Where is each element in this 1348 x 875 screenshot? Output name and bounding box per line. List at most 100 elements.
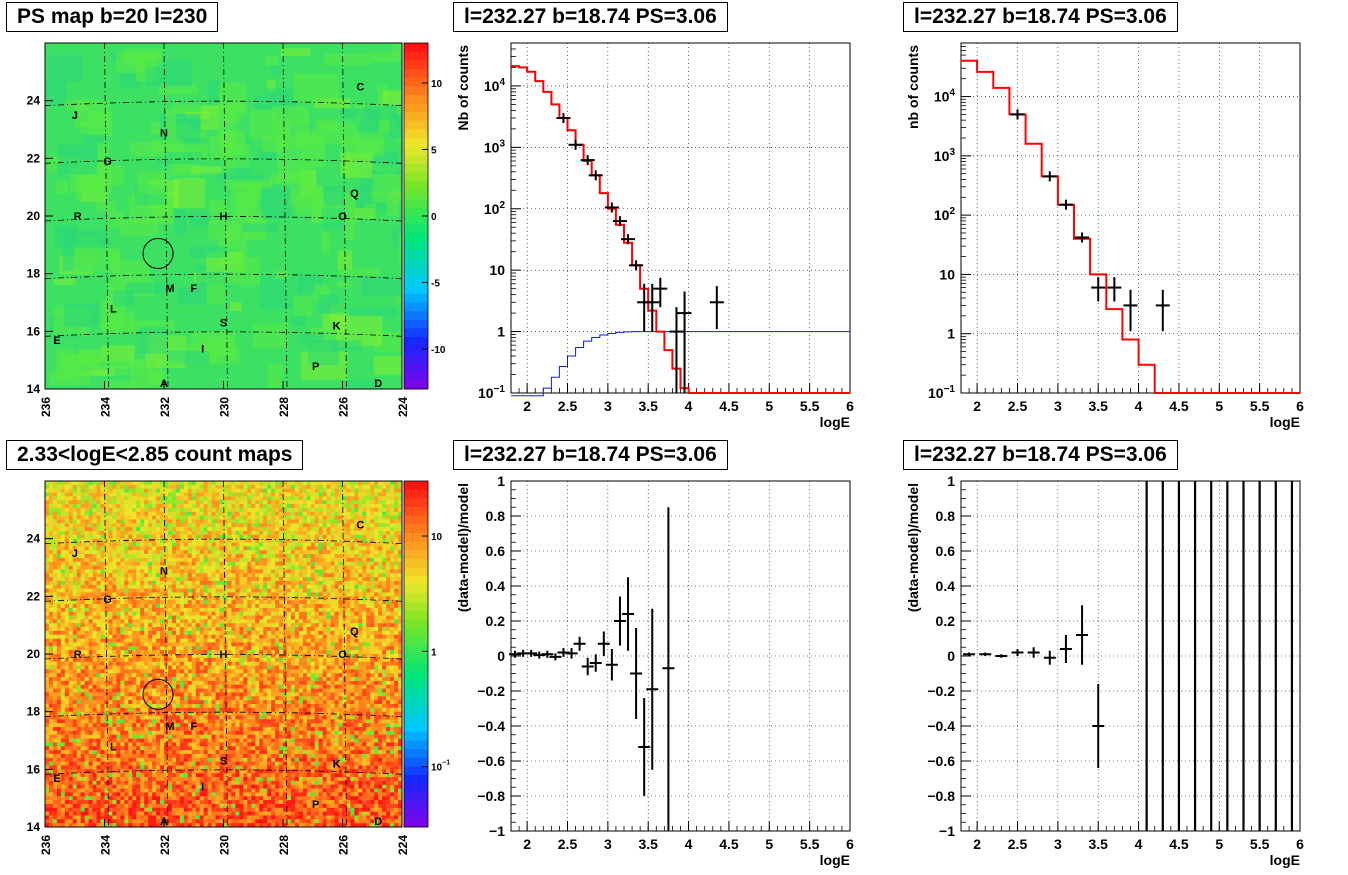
map-cell (187, 550, 193, 555)
spectrum-1-panel: 2 2.5 3 3.5 4 4.5 5 5.5 6 logE Nb of counts 10−1 1 10… (448, 0, 888, 437)
map-cell (283, 592, 288, 597)
map-cell (310, 642, 316, 647)
map-cell (346, 642, 351, 647)
map-cell (215, 488, 220, 493)
map-cell (64, 484, 70, 489)
map-cell (275, 546, 280, 551)
map-cell (259, 580, 264, 586)
map-cell (259, 507, 264, 513)
map-cell (156, 550, 161, 555)
map-cell (219, 492, 224, 497)
map-cell (128, 615, 133, 620)
x-tick-label: 2 (973, 398, 981, 414)
map-cell (231, 569, 236, 574)
map-cell (354, 500, 359, 505)
map-cell (243, 638, 248, 643)
map-cell (366, 638, 371, 643)
map-cell (128, 604, 133, 609)
map-cell (52, 488, 58, 493)
map-cell (160, 554, 165, 559)
x-tick-label: 228 (277, 397, 291, 417)
map-cell (124, 542, 129, 547)
map-cell (346, 577, 351, 582)
map-cell (211, 519, 216, 524)
map-cell (167, 650, 173, 655)
map-cell (160, 638, 165, 643)
map-cell (370, 619, 375, 624)
map-cell (394, 638, 399, 643)
map-cell (314, 634, 319, 639)
map-cell (290, 657, 296, 662)
map-cell (100, 538, 105, 543)
map-cell (275, 627, 280, 632)
map-cell (175, 657, 181, 662)
map-cell (334, 569, 339, 574)
map-cell (76, 504, 81, 509)
map-cell (342, 507, 347, 513)
map-cell (211, 492, 216, 497)
map-cell (160, 504, 165, 509)
map-patch (272, 106, 310, 139)
map-cell (183, 607, 189, 613)
map-cell (314, 534, 319, 539)
palette-band (404, 216, 428, 226)
map-cell (48, 615, 54, 620)
map-cell (283, 550, 288, 555)
map-cell (195, 607, 200, 613)
map-cell (211, 627, 216, 632)
map-cell (171, 661, 177, 666)
map-cell (354, 661, 359, 666)
map-cell (60, 500, 66, 505)
map-cell (342, 569, 347, 574)
map-cell (239, 550, 244, 555)
map-cell (211, 642, 216, 647)
map-cell (370, 511, 375, 516)
palette-band (404, 285, 428, 295)
map-cell (124, 569, 129, 574)
map-cell (306, 488, 312, 493)
map-cell (286, 577, 292, 582)
source-label-R: R (74, 211, 82, 223)
map-cell (171, 630, 177, 636)
map-cell (247, 650, 252, 655)
map-cell (267, 657, 272, 662)
map-cell (279, 554, 284, 559)
map-cell (195, 484, 200, 489)
map-cell (330, 554, 335, 559)
map-cell (199, 500, 204, 505)
map-cell (52, 623, 58, 628)
map-cell (314, 627, 319, 632)
map-cell (386, 492, 391, 497)
map-cell (80, 661, 85, 666)
map-cell (286, 561, 292, 566)
map-cell (382, 584, 387, 589)
map-cell (346, 604, 351, 609)
map-cell (203, 627, 208, 632)
map-cell (100, 642, 105, 647)
map-cell (171, 646, 177, 651)
map-cell (219, 546, 224, 551)
map-cell (160, 557, 165, 563)
map-cell (156, 584, 161, 589)
map-cell (247, 565, 252, 570)
map-cell (96, 584, 101, 589)
map-cell (152, 580, 157, 586)
map-cell (243, 642, 248, 647)
map-cell (191, 565, 197, 570)
map-cell (56, 569, 62, 574)
map-cell (247, 615, 252, 620)
map-cell (283, 573, 288, 578)
map-cell (338, 646, 343, 651)
map-cell (298, 642, 304, 647)
map-cell (112, 504, 117, 509)
map-cell (195, 596, 200, 601)
map-cell (179, 661, 185, 666)
map-cell (275, 646, 280, 651)
map-cell (164, 507, 169, 513)
map-cell (60, 630, 66, 636)
map-cell (96, 519, 101, 524)
map-cell (191, 488, 197, 493)
map-cell (152, 484, 157, 489)
map-cell (132, 484, 137, 489)
map-cell (152, 481, 157, 486)
